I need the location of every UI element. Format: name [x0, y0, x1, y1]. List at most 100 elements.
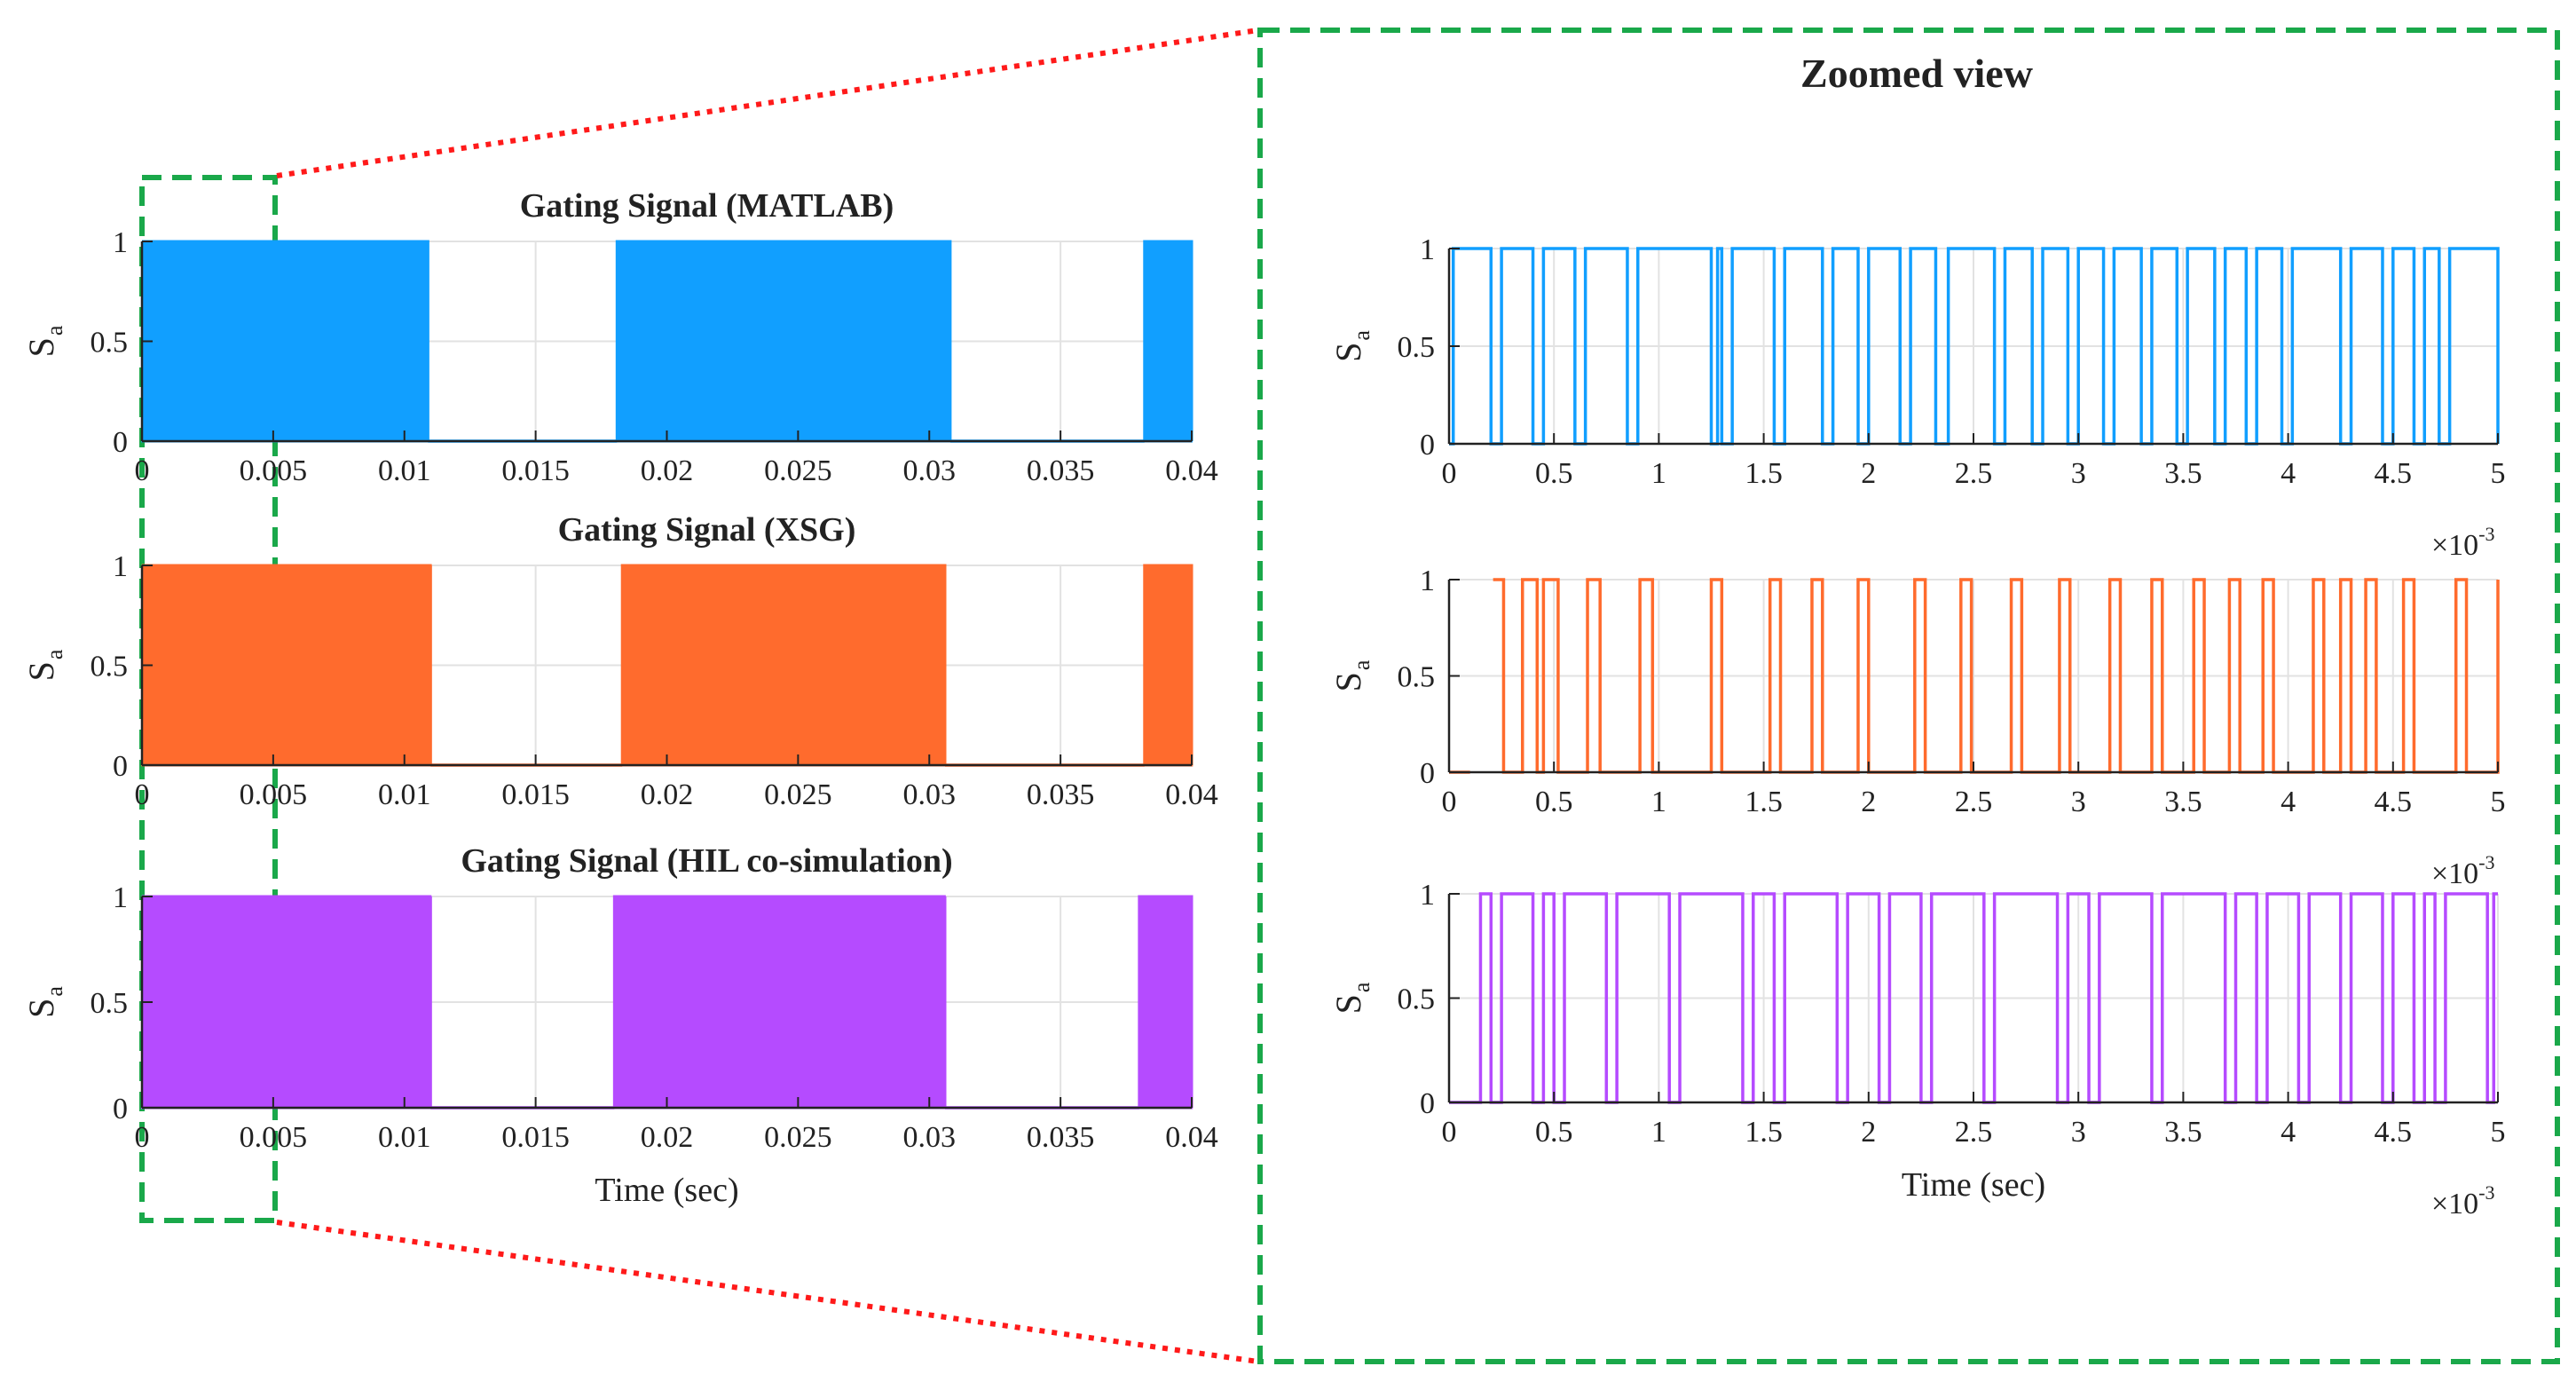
x-tick-label: 0	[1442, 786, 1457, 818]
y-tick-label: 0.5	[1398, 661, 1436, 694]
chart-xsg-full: 0 0.005 0.01 0.015 0.02 0.025 0.03 0.035 0.04 0 0.…	[21, 511, 1218, 811]
x-tick-label: 1	[1651, 457, 1666, 490]
y-axis-label-subscript: a	[42, 649, 67, 659]
x-tick-label: 5	[2491, 457, 2506, 490]
x-tick-label: 4.5	[2375, 1116, 2413, 1149]
y-tick-label: 0	[113, 426, 128, 459]
y-tick-label: 0	[113, 1093, 128, 1125]
x-tick-label: 2.5	[1955, 786, 1993, 818]
y-tick-label: 1	[113, 881, 128, 914]
x-tick-label: 4	[2281, 1116, 2296, 1149]
x-tick-label: 3	[2071, 457, 2086, 490]
y-axis-label: Sa	[1328, 982, 1375, 1014]
y-tick-label: 0	[1420, 1087, 1435, 1120]
x-tick-label: 0.02	[641, 778, 694, 811]
x-tick-label: 0.01	[378, 778, 431, 811]
y-tick-label: 0.5	[91, 327, 129, 359]
y-tick-label: 1	[113, 226, 128, 259]
highlight-box-zoom	[1257, 28, 2560, 1364]
x-multiplier-base: ×10	[2431, 1188, 2478, 1220]
x-tick-label: 2	[1861, 457, 1876, 490]
y-tick-label: 0	[1420, 429, 1435, 462]
x-tick-label: 0.025	[764, 1121, 832, 1154]
x-tick-label: 0	[1442, 457, 1457, 490]
x-tick-label: 0.04	[1165, 778, 1218, 811]
x-axis-label: Time (sec)	[595, 1172, 738, 1209]
chart-title: Gating Signal (MATLAB)	[520, 187, 894, 225]
x-tick-label: 0.03	[903, 454, 957, 487]
x-tick-label: 2	[1861, 1116, 1876, 1149]
x-tick-label: 3	[2071, 786, 2086, 818]
highlight-box-small	[139, 175, 278, 1223]
x-tick-label: 2.5	[1955, 457, 1993, 490]
x-tick-label: 0.015	[501, 454, 570, 487]
y-axis-label: Sa	[1328, 330, 1375, 362]
x-tick-label: 0.025	[764, 778, 832, 811]
x-tick-label: 2.5	[1955, 1116, 1993, 1149]
y-axis-label: Sa	[21, 325, 67, 357]
y-axis-label: Sa	[1328, 659, 1375, 691]
x-tick-label: 1	[1651, 1116, 1666, 1149]
chart-hil-zoom: 0 0.5 1 1.5 2 2.5 3 3.5 4 4.5 5 0 0.5 1 Sa Time (sec) ×1…	[1328, 879, 2506, 1220]
x-tick-label: 0.035	[1027, 454, 1095, 487]
x-tick-label: 0.5	[1535, 1116, 1573, 1149]
x-tick-label: 0	[135, 1121, 150, 1154]
y-axis-label-main: S	[21, 999, 61, 1018]
zoom-annotations	[139, 28, 2560, 1364]
x-tick-label: 0.01	[378, 1121, 431, 1154]
x-tick-label: 3	[2071, 1116, 2086, 1149]
y-axis-label-subscript: a	[42, 325, 67, 336]
y-axis-label-subscript: a	[1349, 982, 1375, 992]
x-tick-label: 2	[1861, 786, 1876, 818]
y-axis-label-subscript: a	[1349, 659, 1375, 670]
x-tick-label: 4	[2281, 457, 2296, 490]
x-tick-label: 0.035	[1027, 1121, 1095, 1154]
x-tick-label: 0.005	[240, 778, 308, 811]
y-tick-label: 0.5	[91, 987, 129, 1020]
y-tick-label: 0.5	[1398, 331, 1436, 364]
x-tick-label: 0.04	[1165, 1121, 1218, 1154]
x-multiplier-exponent: -3	[2478, 523, 2494, 545]
y-tick-label: 0.5	[1398, 983, 1436, 1016]
y-tick-label: 1	[1420, 233, 1435, 266]
y-tick-label: 1	[1420, 879, 1435, 912]
x-multiplier-label: ×10-3	[2431, 1181, 2495, 1220]
y-axis-label-main: S	[1328, 994, 1368, 1014]
x-tick-label: 0.015	[501, 778, 570, 811]
x-tick-label: 0.01	[378, 454, 431, 487]
x-tick-label: 0.03	[903, 1121, 957, 1154]
y-axis-label-subscript: a	[1349, 330, 1375, 341]
x-tick-label: 0.005	[240, 454, 308, 487]
chart-title: Gating Signal (XSG)	[558, 511, 856, 549]
x-tick-label: 1.5	[1745, 786, 1783, 818]
x-multiplier-base: ×10	[2431, 529, 2478, 562]
x-tick-label: 1	[1651, 786, 1666, 818]
x-tick-label: 3.5	[2164, 1116, 2202, 1149]
connector-top	[276, 28, 1259, 178]
x-tick-label: 0.025	[764, 454, 832, 487]
x-multiplier-label: ×10-3	[2431, 851, 2495, 890]
y-tick-label: 0	[113, 750, 128, 783]
y-axis-label-main: S	[21, 661, 61, 681]
x-tick-label: 0.015	[501, 1121, 570, 1154]
x-multiplier-label: ×10-3	[2431, 523, 2495, 562]
connector-bottom	[276, 1220, 1259, 1364]
x-axis-label: Time (sec)	[1902, 1166, 2045, 1204]
x-tick-label: 4	[2281, 786, 2296, 818]
chart-xsg-zoom: 0 0.5 1 1.5 2 2.5 3 3.5 4 4.5 5 0 0.5 1 Sa ×10-3	[1328, 565, 2506, 890]
x-tick-label: 1.5	[1745, 1116, 1783, 1149]
y-axis-label-subscript: a	[42, 986, 67, 997]
x-tick-label: 0.04	[1165, 454, 1218, 487]
y-tick-label: 1	[1420, 565, 1435, 597]
y-axis-label: Sa	[21, 986, 67, 1018]
x-tick-label: 0.005	[240, 1121, 308, 1154]
y-axis-label-main: S	[1328, 343, 1368, 362]
x-tick-label: 0.5	[1535, 457, 1573, 490]
chart-matlab-full: 0 0.005 0.01 0.015 0.02 0.025 0.03 0.035 0.04 0 0.…	[21, 187, 1218, 487]
x-tick-label: 0.02	[641, 1121, 694, 1154]
y-axis-label-main: S	[21, 337, 61, 357]
x-tick-label: 0.02	[641, 454, 694, 487]
x-tick-label: 1.5	[1745, 457, 1783, 490]
x-tick-label: 4.5	[2375, 786, 2413, 818]
